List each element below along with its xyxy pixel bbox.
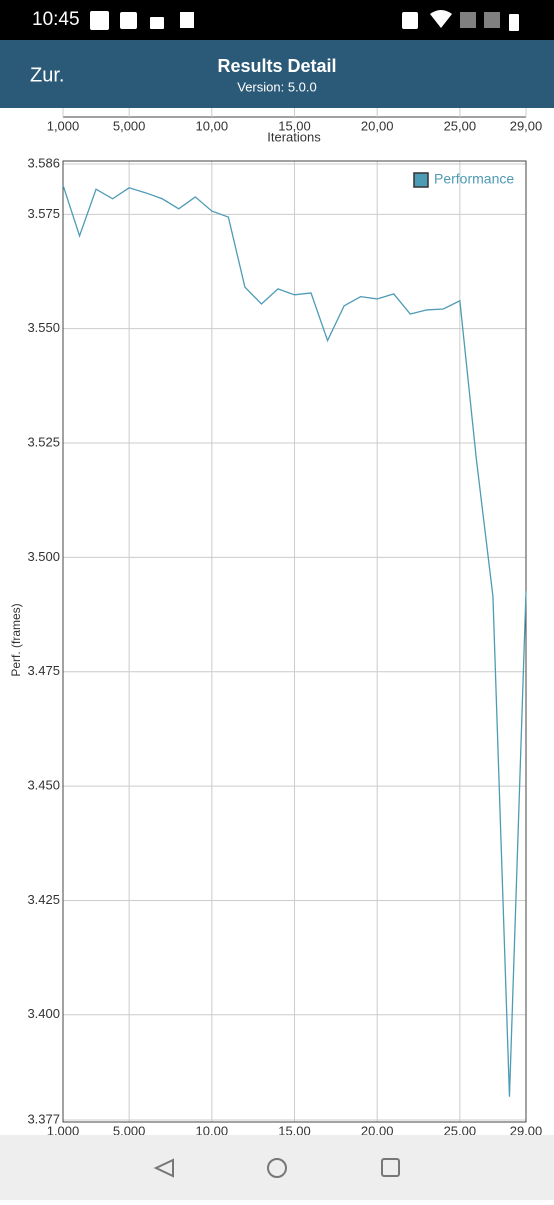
x-tick-label: 10,00 <box>196 118 229 133</box>
y-tick-label: 3.525 <box>27 434 60 449</box>
app-bar <box>0 40 554 108</box>
y-tick-label: 3.377 <box>27 1111 60 1126</box>
subtitle: Version: 5.0.0 <box>237 79 317 94</box>
x-tick-label: 5,000 <box>113 1123 146 1138</box>
x-tick-label: 25,00 <box>444 1123 477 1138</box>
y-tick-label: 3.450 <box>27 778 60 793</box>
y-axis-label: Perf. (frames) <box>9 603 23 676</box>
title: Results Detail <box>217 56 336 76</box>
top-chart: 1,000 5,000 10,00 15,00 20,00 25,00 29,00 Itera… <box>47 108 543 144</box>
nav-buttons <box>153 1158 400 1178</box>
y-tick-label: 3.550 <box>27 320 60 335</box>
y-tick-label: 3.500 <box>27 549 60 564</box>
y-tick-label: 3.575 <box>27 206 60 221</box>
x-tick-label: 1,000 <box>47 118 80 133</box>
main-chart: 3.586 3.575 3.550 3.525 3.500 3.475 3.450 3.425… <box>9 155 542 1138</box>
x-tick-label: 29,00 <box>510 118 543 133</box>
y-tick-label: 3.425 <box>27 892 60 907</box>
x-tick-label: 20,00 <box>361 118 394 133</box>
y-tick-label: 3.475 <box>27 663 60 678</box>
y-tick-label: 3.586 <box>27 155 60 170</box>
nav-back[interactable] <box>153 1158 174 1178</box>
nav-home[interactable] <box>267 1158 287 1178</box>
x-tick-label: 15,00 <box>278 1123 311 1138</box>
nav-recent[interactable] <box>381 1158 400 1177</box>
y-tick-label: 3.400 <box>27 1006 60 1021</box>
legend-label: Performance <box>434 171 514 187</box>
clock: 10:45 <box>32 9 80 30</box>
x-tick-label: 29,00 <box>510 1123 543 1138</box>
status-icons <box>90 10 519 31</box>
legend-swatch <box>413 172 429 188</box>
x-axis-label: Iterations <box>267 129 321 144</box>
data-line <box>62 184 527 1097</box>
x-tick-label: 20,00 <box>361 1123 394 1138</box>
x-tick-label: 5,000 <box>113 118 146 133</box>
x-tick-label: 1,000 <box>47 1123 80 1138</box>
x-tick-label: 25,00 <box>444 118 477 133</box>
x-tick-label: 10,00 <box>196 1123 229 1138</box>
back-button[interactable]: Zur. <box>30 64 64 86</box>
x-tick-label: 15,00 <box>278 118 311 133</box>
plot-frame <box>62 160 527 1123</box>
nav-bar <box>0 1135 554 1200</box>
